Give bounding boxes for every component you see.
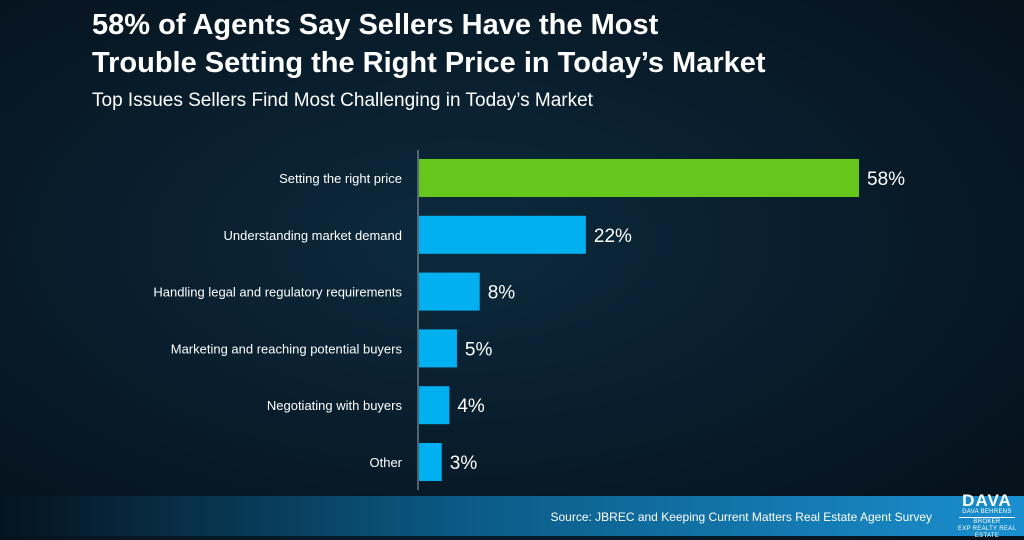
bar-chart: Setting the right price 58% Understanding …: [153, 150, 905, 490]
bar: [419, 329, 457, 368]
category-label: Negotiating with buyers: [267, 398, 403, 413]
value-label: 8%: [488, 283, 516, 304]
bar: [419, 443, 442, 481]
bar: [419, 272, 480, 311]
bar: [419, 159, 859, 197]
category-label: Understanding market demand: [224, 228, 403, 243]
value-label: 4%: [457, 396, 485, 417]
chart-title-line-1: 58% of Agents Say Sellers Have the Most: [92, 9, 659, 41]
logo-brokerage: EXP REALTY REAL ESTATE: [957, 526, 1017, 539]
bar: [419, 215, 586, 254]
chart-title-line-2: Trouble Setting the Right Price in Today…: [92, 47, 766, 79]
logo-divider: [959, 517, 1015, 518]
footer-bar: Source: JBREC and Keeping Current Matter…: [0, 496, 1024, 536]
logo-wordmark: DAVA: [962, 491, 1012, 510]
source-note: Source: JBREC and Keeping Current Matter…: [550, 510, 932, 524]
logo-name: DAVA BEHRENS: [962, 509, 1012, 515]
value-label: 5%: [465, 339, 493, 360]
brand-logo: DAVA DAVA BEHRENS BROKER EXP REALTY REAL…: [955, 491, 1019, 539]
chart-title: 58% of Agents Say Sellers Have the Most …: [92, 6, 992, 82]
value-label: 22%: [594, 226, 632, 247]
category-label: Marketing and reaching potential buyers: [171, 341, 403, 356]
category-label: Other: [369, 455, 402, 470]
category-label: Setting the right price: [279, 171, 402, 186]
value-label: 58%: [867, 169, 905, 190]
logo-role: BROKER: [973, 519, 1001, 525]
value-label: 3%: [450, 453, 478, 474]
category-label: Handling legal and regulatory requiremen…: [153, 285, 402, 300]
chart-subtitle: Top Issues Sellers Find Most Challenging…: [92, 90, 593, 111]
bar: [419, 386, 450, 425]
